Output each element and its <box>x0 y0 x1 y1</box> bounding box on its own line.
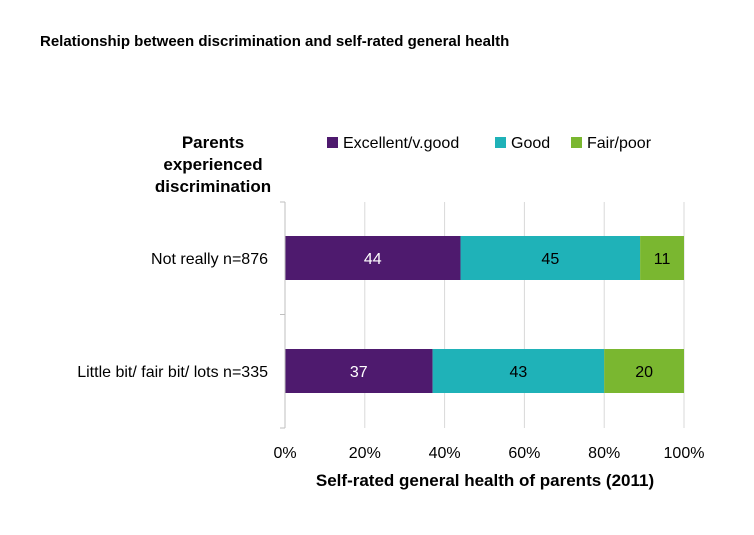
legend-swatch <box>495 137 506 148</box>
legend-swatch <box>327 137 338 148</box>
data-label: 43 <box>510 364 528 381</box>
x-tick-label: 40% <box>429 445 461 462</box>
data-label: 37 <box>350 364 368 381</box>
data-label: 11 <box>654 251 671 268</box>
axes: 0% 20% 40% 60% 80% 100% Not really n=876 Little… <box>77 201 705 462</box>
data-label: 44 <box>364 251 382 268</box>
x-tick-label: 100% <box>664 445 705 462</box>
bar-segment <box>285 349 433 393</box>
y-axis-title: Parents experienced discrimination <box>155 133 271 196</box>
data-label: 20 <box>635 364 653 381</box>
legend-label: Fair/poor <box>587 135 652 152</box>
category-label: Not really n=876 <box>151 251 268 268</box>
bar-segment <box>285 236 461 280</box>
bar-segment <box>604 349 684 393</box>
bars: 44 45 11 37 43 20 <box>285 236 684 393</box>
legend-label: Good <box>511 135 550 152</box>
bar-segment <box>432 349 605 393</box>
x-tick-label: 20% <box>349 445 381 462</box>
legend: Excellent/v.good Good Fair/poor <box>327 135 652 152</box>
data-label: 45 <box>541 251 559 268</box>
x-tick-label: 0% <box>273 445 296 462</box>
x-axis-title: Self-rated general health of parents (20… <box>316 471 654 490</box>
legend-label: Excellent/v.good <box>343 135 459 152</box>
chart-title: Relationship between discrimination and … <box>40 33 510 50</box>
x-tick-label: 80% <box>588 445 620 462</box>
bar-segment <box>460 236 641 280</box>
gridlines <box>364 202 685 428</box>
category-label: Little bit/ fair bit/ lots n=335 <box>77 364 268 381</box>
x-tick-label: 60% <box>508 445 540 462</box>
legend-swatch <box>571 137 582 148</box>
bar-segment <box>640 236 684 280</box>
